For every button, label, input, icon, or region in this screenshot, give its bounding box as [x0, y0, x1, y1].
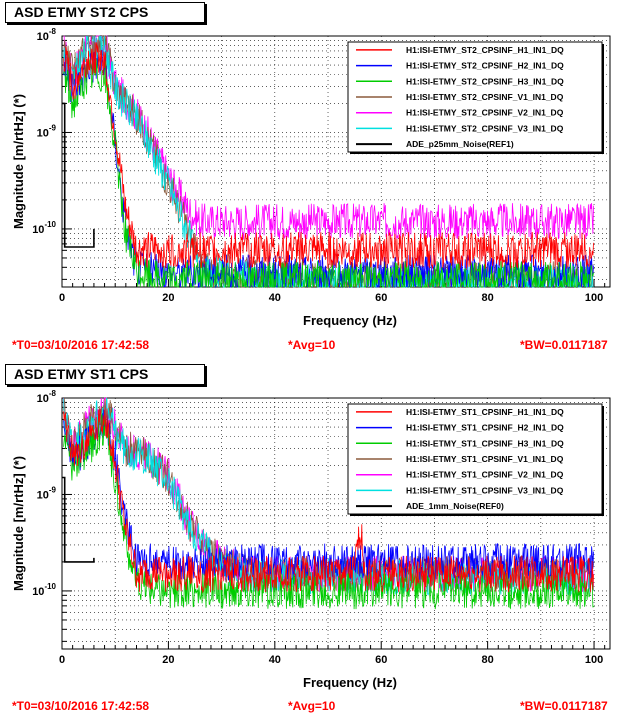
x-tick-label: 40 [269, 654, 281, 666]
x-tick-label: 20 [162, 292, 174, 304]
legend-entry: H1:ISI-ETMY_ST1_CPSINF_V2_IN1_DQ [406, 470, 564, 480]
x-tick-label: 60 [375, 292, 387, 304]
y-axis-label: Magnitude [m/rtHz] (*) [11, 94, 26, 229]
footer-avg: *Avg=10 [288, 699, 336, 713]
legend-entry: H1:ISI-ETMY_ST2_CPSINF_H3_IN1_DQ [406, 76, 564, 86]
series-line [63, 413, 594, 610]
legend-entry: H1:ISI-ETMY_ST2_CPSINF_V3_IN1_DQ [406, 123, 564, 133]
legend-entry: ADE_p25mm_Noise(REF1) [406, 139, 514, 149]
x-tick-label: 20 [162, 654, 174, 666]
legend-entry: ADE_1mm_Noise(REF0) [406, 501, 504, 511]
legend-entry: H1:ISI-ETMY_ST1_CPSINF_H1_IN1_DQ [406, 407, 564, 417]
footer-t0: *T0=03/10/2016 17:42:58 [12, 338, 150, 352]
x-tick-label: 0 [59, 654, 65, 666]
series-line [63, 397, 594, 597]
legend-entry: H1:ISI-ETMY_ST2_CPSINF_H1_IN1_DQ [406, 45, 564, 55]
y-tick-label: 10-8 [37, 389, 57, 405]
footer-t0: *T0=03/10/2016 17:42:58 [12, 699, 150, 713]
series-line [63, 398, 594, 594]
series-line [63, 39, 594, 269]
x-tick-label: 80 [482, 654, 494, 666]
series-line [63, 58, 594, 289]
legend-entry: H1:ISI-ETMY_ST1_CPSINF_H2_IN1_DQ [406, 423, 564, 433]
chart-panel-st2: ASD ETMY ST2 CPS 0 20 40 60 80 100 10-8 10-9 10-… [5, 2, 611, 352]
x-tick-label: 0 [59, 292, 65, 304]
y-tick-label: 10-9 [37, 485, 57, 501]
footer-bw: *BW=0.0117187 [520, 699, 608, 713]
legend-entry: H1:ISI-ETMY_ST2_CPSINF_H2_IN1_DQ [406, 61, 564, 71]
x-axis-label: Frequency (Hz) [303, 313, 397, 328]
y-axis-label: Magnitude [m/rtHz] (*) [11, 456, 26, 591]
series-line [62, 476, 95, 563]
y-tick-label: 10-10 [32, 582, 56, 598]
x-tick-label: 60 [375, 654, 387, 666]
legend-entry: H1:ISI-ETMY_ST1_CPSINF_V3_IN1_DQ [406, 485, 564, 495]
footer-avg: *Avg=10 [288, 338, 336, 352]
y-tick-label: 10-9 [37, 123, 57, 139]
plot-area: 0 20 40 60 80 100 10-8 10-9 10-10 Frequency (Hz) M… [11, 389, 611, 690]
legend-entry: H1:ISI-ETMY_ST2_CPSINF_V1_IN1_DQ [406, 92, 564, 102]
legend-entry: H1:ISI-ETMY_ST1_CPSINF_H3_IN1_DQ [406, 438, 564, 448]
x-tick-label: 100 [585, 654, 603, 666]
series-line [62, 102, 95, 248]
x-tick-label: 40 [269, 292, 281, 304]
y-tick-label: 10-10 [32, 220, 56, 236]
chart-title: ASD ETMY ST1 CPS [5, 364, 205, 385]
x-tick-label: 100 [585, 292, 603, 304]
y-tick-label: 10-8 [37, 27, 57, 43]
footer-bw: *BW=0.0117187 [520, 338, 608, 352]
plot-area: 0 20 40 60 80 100 10-8 10-9 10-10 Frequency (Hz) M… [11, 27, 611, 328]
legend-entry: H1:ISI-ETMY_ST1_CPSINF_V1_IN1_DQ [406, 454, 564, 464]
chart-title: ASD ETMY ST2 CPS [5, 2, 205, 23]
legend-entry: H1:ISI-ETMY_ST2_CPSINF_V2_IN1_DQ [406, 108, 564, 118]
chart-panel-st1: ASD ETMY ST1 CPS 0 20 40 60 80 100 10-8 10-9 10-… [0, 362, 626, 715]
x-tick-label: 80 [482, 292, 494, 304]
x-axis-label: Frequency (Hz) [303, 675, 397, 690]
